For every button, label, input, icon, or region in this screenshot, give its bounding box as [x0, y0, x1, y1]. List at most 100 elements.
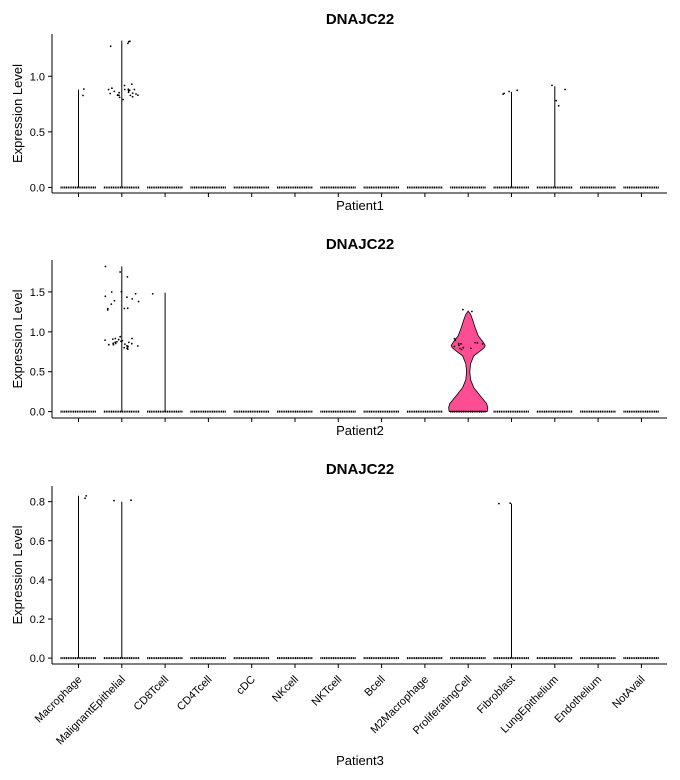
data-point — [124, 343, 126, 345]
data-point — [112, 342, 115, 345]
data-point — [106, 307, 109, 310]
data-point — [119, 271, 121, 273]
data-point — [104, 265, 107, 268]
data-point — [127, 88, 130, 91]
data-point — [118, 94, 120, 97]
data-point — [470, 347, 472, 350]
data-point — [131, 337, 133, 340]
data-point — [131, 298, 134, 300]
data-point — [126, 276, 129, 278]
data-point — [126, 348, 129, 351]
data-point — [551, 84, 553, 87]
data-point — [458, 344, 460, 347]
x-tick-label: CD4Tcell — [175, 674, 215, 714]
data-point — [84, 497, 86, 500]
data-point — [134, 292, 137, 295]
y-tick-label: 0.5 — [30, 127, 45, 139]
data-point — [123, 84, 126, 87]
data-point — [127, 89, 130, 92]
data-point — [509, 502, 512, 505]
data-point — [564, 88, 566, 91]
data-point — [130, 499, 132, 502]
data-point — [458, 347, 461, 350]
data-point — [119, 335, 122, 338]
y-tick-label: 1.5 — [30, 287, 45, 299]
data-point — [113, 499, 115, 502]
y-tick-label: 0.8 — [30, 497, 45, 509]
y-axis-label: Expression Level — [10, 525, 25, 624]
data-point — [118, 91, 120, 94]
chart-panel-1: DNAJC22 Expression Level Patient1 0.0 0.5 1.0 — [10, 11, 667, 213]
data-point — [113, 90, 116, 93]
data-point — [129, 40, 131, 43]
data-point — [85, 495, 88, 497]
data-point — [122, 98, 124, 101]
y-tick-label: 0.2 — [30, 614, 45, 626]
data-point — [120, 340, 122, 343]
data-point — [126, 296, 128, 299]
x-tick-label: CD8Tcell — [132, 674, 172, 714]
data-point — [111, 87, 113, 90]
data-point — [133, 88, 136, 91]
x-tick-label: NKTcell — [310, 674, 345, 709]
data-point — [116, 340, 118, 343]
x-tick-label: cDC — [234, 674, 258, 698]
data-point — [481, 343, 484, 345]
y-tick-label: 0.0 — [30, 182, 45, 194]
data-point — [126, 307, 129, 310]
y-tick-label: 0.6 — [30, 536, 45, 548]
data-point — [130, 83, 133, 86]
data-point — [503, 92, 506, 95]
y-axis-label: Expression Level — [10, 64, 25, 163]
data-point — [151, 293, 154, 295]
chart-title: DNAJC22 — [326, 11, 394, 28]
y-axis-label: Expression Level — [10, 289, 25, 388]
data-point — [114, 337, 117, 340]
x-axis-label: Patient1 — [336, 198, 384, 213]
data-point — [454, 339, 457, 342]
data-point — [113, 299, 116, 302]
data-point — [137, 300, 140, 303]
data-point — [111, 338, 114, 340]
data-point — [106, 309, 109, 311]
data-point — [130, 342, 133, 345]
data-point — [516, 89, 519, 92]
data-point — [131, 95, 134, 98]
data-point — [508, 90, 510, 93]
data-point — [471, 310, 473, 313]
data-point — [110, 291, 113, 293]
y-tick-label: 0.4 — [30, 575, 45, 587]
y-tick-label: 1.0 — [30, 71, 45, 83]
data-point — [129, 94, 132, 97]
data-point — [121, 339, 124, 342]
data-point — [127, 42, 129, 45]
y-tick-label: 0.0 — [30, 407, 45, 419]
data-point — [104, 339, 106, 341]
data-point — [114, 342, 117, 345]
data-point — [453, 337, 456, 340]
y-tick-label: 0.0 — [30, 653, 45, 665]
data-point — [453, 345, 456, 348]
data-point — [123, 88, 126, 91]
data-point — [82, 94, 84, 97]
x-tick-label: Fibroblast — [475, 674, 518, 717]
data-point — [457, 342, 460, 345]
data-point — [123, 346, 126, 349]
data-point — [117, 338, 120, 341]
data-point — [109, 92, 112, 95]
y-tick-label: 0.5 — [30, 367, 45, 379]
data-point — [127, 91, 130, 94]
chart-panel-3: DNAJC22 Expression Level Patient3 0.0 0.2 0.4… — [10, 461, 667, 768]
data-point — [127, 341, 130, 344]
x-tick-label: Bcell — [362, 674, 387, 699]
data-point — [462, 346, 465, 349]
data-point — [120, 290, 123, 293]
y-tick-label: 1.0 — [30, 327, 45, 339]
data-point — [110, 303, 113, 305]
x-tick-label: NKcell — [270, 674, 301, 705]
x-axis-label: Patient3 — [336, 753, 384, 768]
data-point — [476, 341, 479, 344]
data-point — [107, 88, 110, 91]
data-point — [137, 94, 139, 96]
